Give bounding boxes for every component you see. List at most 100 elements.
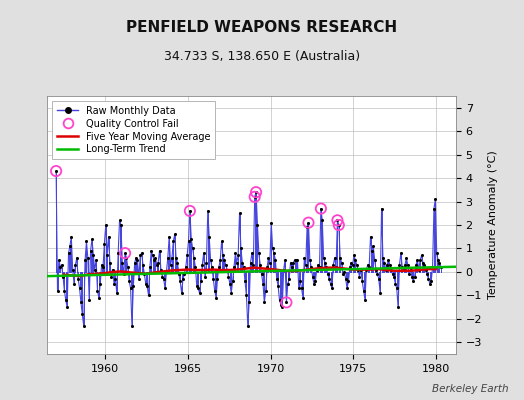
- Point: [357, 266, 365, 273]
- Point: [60, 288, 69, 294]
- Point: [53, 288, 62, 294]
- Point: [336, 255, 344, 261]
- Point: [135, 276, 143, 282]
- Text: 34.733 S, 138.650 E (Australia): 34.733 S, 138.650 E (Australia): [164, 50, 360, 63]
- Point: [71, 262, 80, 268]
- Point: [185, 208, 194, 214]
- Point: [294, 285, 303, 292]
- Point: [223, 266, 231, 273]
- Point: [285, 276, 293, 282]
- Point: [167, 262, 175, 268]
- Point: [132, 255, 140, 261]
- Point: [333, 217, 342, 224]
- Point: [390, 274, 398, 280]
- Point: [377, 205, 386, 212]
- Point: [355, 274, 364, 280]
- Point: [379, 255, 387, 261]
- Point: [178, 290, 186, 296]
- Point: [318, 217, 326, 224]
- Point: [77, 299, 85, 306]
- Point: [139, 262, 147, 268]
- Point: [176, 278, 184, 284]
- Point: [162, 269, 171, 275]
- Point: [307, 264, 315, 270]
- Point: [213, 276, 222, 282]
- Point: [279, 266, 288, 273]
- Point: [384, 257, 392, 263]
- Point: [228, 278, 237, 284]
- Point: [226, 280, 234, 287]
- Point: [133, 257, 141, 263]
- Point: [217, 238, 226, 245]
- Point: [423, 271, 431, 278]
- Point: [196, 278, 205, 284]
- Point: [388, 271, 397, 278]
- Point: [314, 262, 322, 268]
- Point: [296, 278, 304, 284]
- Point: [316, 205, 325, 212]
- Point: [369, 243, 377, 249]
- Point: [248, 250, 256, 256]
- Point: [386, 262, 394, 268]
- Point: [434, 257, 442, 263]
- Point: [351, 257, 359, 263]
- Point: [82, 238, 91, 245]
- Point: [119, 271, 128, 278]
- Point: [234, 252, 242, 259]
- Point: [340, 269, 348, 275]
- Point: [350, 252, 358, 259]
- Point: [99, 264, 107, 270]
- Point: [326, 280, 335, 287]
- Point: [253, 222, 261, 228]
- Point: [88, 236, 96, 242]
- Point: [73, 255, 81, 261]
- Point: [312, 266, 321, 273]
- Point: [246, 259, 255, 266]
- Point: [125, 278, 134, 284]
- Point: [59, 274, 67, 280]
- Point: [421, 266, 430, 273]
- Point: [151, 255, 160, 261]
- Point: [170, 231, 179, 238]
- Point: [74, 276, 82, 282]
- Point: [309, 274, 317, 280]
- Point: [417, 252, 425, 259]
- Point: [52, 168, 60, 174]
- Point: [325, 276, 333, 282]
- Point: [406, 266, 414, 273]
- Point: [205, 234, 213, 240]
- Point: [239, 264, 248, 270]
- Point: [365, 264, 373, 270]
- Point: [202, 259, 211, 266]
- Point: [148, 252, 157, 259]
- Point: [63, 304, 71, 310]
- Point: [261, 288, 270, 294]
- Point: [244, 323, 252, 329]
- Point: [233, 259, 241, 266]
- Point: [89, 252, 97, 259]
- Point: [92, 257, 100, 263]
- Point: [117, 222, 125, 228]
- Point: [191, 264, 200, 270]
- Point: [259, 280, 267, 287]
- Point: [366, 234, 375, 240]
- Point: [263, 264, 271, 270]
- Point: [165, 234, 173, 240]
- Point: [130, 259, 139, 266]
- Point: [102, 222, 110, 228]
- Point: [435, 259, 444, 266]
- Point: [200, 250, 208, 256]
- Point: [93, 288, 102, 294]
- Point: [392, 285, 401, 292]
- Point: [168, 255, 176, 261]
- Point: [140, 271, 149, 278]
- Point: [250, 194, 259, 200]
- Point: [394, 304, 402, 310]
- Point: [169, 238, 178, 245]
- Point: [268, 245, 277, 252]
- Point: [56, 264, 64, 270]
- Point: [211, 288, 219, 294]
- Point: [310, 280, 318, 287]
- Point: [128, 323, 136, 329]
- Point: [316, 205, 325, 212]
